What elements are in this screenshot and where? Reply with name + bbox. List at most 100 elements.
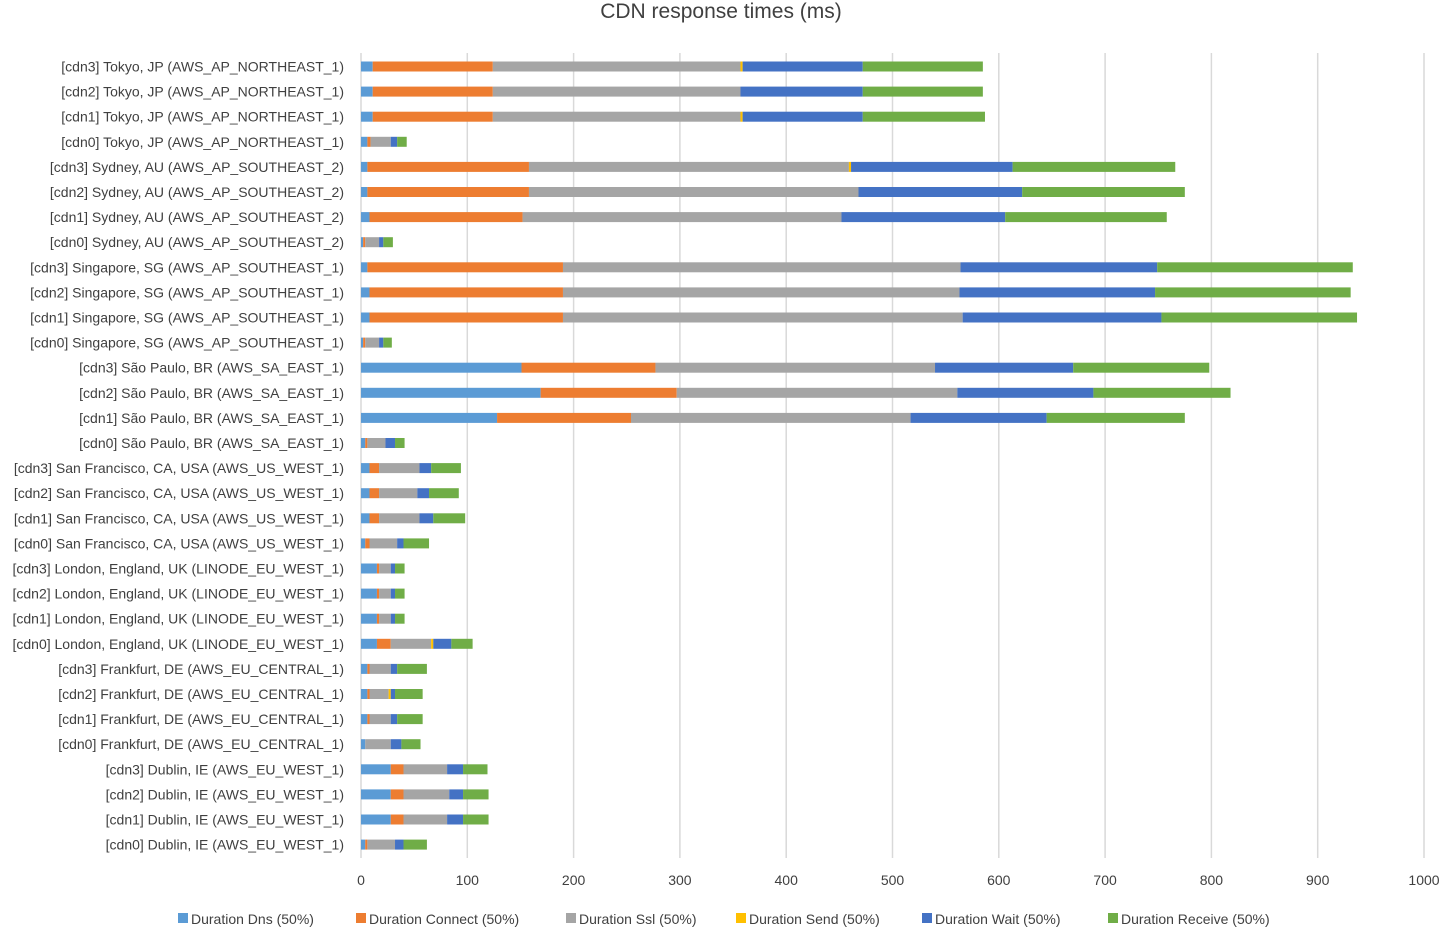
category-label: [cdn3] San Francisco, CA, USA (AWS_US_WE… xyxy=(14,460,344,476)
bar-segment-5 xyxy=(390,588,396,599)
bar-segment-2 xyxy=(390,764,404,775)
bar-segment-1 xyxy=(361,287,370,298)
category-label: [cdn3] London, England, UK (LINODE_EU_WE… xyxy=(12,561,344,577)
bar-segment-6 xyxy=(1073,362,1210,373)
bar-segment-3 xyxy=(562,262,961,273)
bar-segment-6 xyxy=(403,839,427,850)
bar-segment-3 xyxy=(562,312,963,323)
bar-segment-6 xyxy=(395,438,405,448)
bar-segment-3 xyxy=(631,412,911,423)
legend-item[interactable]: Duration Receive (50%) xyxy=(1108,911,1270,927)
bar-segment-4 xyxy=(388,689,391,699)
category-label: [cdn0] Dublin, IE (AWS_EU_WEST_1) xyxy=(106,837,344,853)
bar-segment-2 xyxy=(372,86,493,97)
bar-segment-1 xyxy=(361,312,370,323)
bar-segment-1 xyxy=(361,362,522,373)
bar-segment-6 xyxy=(1005,212,1167,223)
bar-row xyxy=(361,362,1210,373)
legend-item[interactable]: Duration Send (50%) xyxy=(736,911,880,927)
bar-segment-2 xyxy=(367,689,370,699)
bar-segment-6 xyxy=(862,86,983,97)
category-label: [cdn2] San Francisco, CA, USA (AWS_US_WE… xyxy=(14,485,344,501)
category-label: [cdn2] Dublin, IE (AWS_EU_WEST_1) xyxy=(106,786,344,802)
bar-segment-3 xyxy=(492,86,741,97)
bar-segment-3 xyxy=(379,513,420,524)
category-label: [cdn0] São Paulo, BR (AWS_SA_EAST_1) xyxy=(79,435,344,451)
bar-segment-6 xyxy=(433,513,466,524)
bar-segment-2 xyxy=(367,187,529,197)
category-label: [cdn2] Singapore, SG (AWS_AP_SOUTHEAST_1… xyxy=(30,284,344,300)
bar-segment-6 xyxy=(397,714,423,725)
legend-item[interactable]: Duration Wait (50%) xyxy=(922,911,1061,927)
bar-segment-1 xyxy=(361,613,377,624)
x-tick-label: 600 xyxy=(987,872,1011,888)
bars xyxy=(361,61,1358,850)
bar-segment-2 xyxy=(363,237,366,248)
category-label: [cdn2] Sydney, AU (AWS_AP_SOUTHEAST_2) xyxy=(50,184,344,200)
bar-segment-5 xyxy=(841,212,1006,223)
bar-segment-3 xyxy=(676,387,958,398)
bar-row xyxy=(361,638,473,649)
bar-row xyxy=(361,61,983,72)
bar-segment-1 xyxy=(361,538,366,549)
bar-segment-2 xyxy=(369,513,380,524)
bar-segment-3 xyxy=(367,438,386,448)
bar-segment-1 xyxy=(361,814,391,825)
bar-segment-1 xyxy=(361,663,368,674)
category-label: [cdn3] Frankfurt, DE (AWS_EU_CENTRAL_1) xyxy=(58,661,344,677)
bar-segment-1 xyxy=(361,337,364,348)
bar-segment-3 xyxy=(379,488,418,499)
bar-row xyxy=(361,814,489,825)
category-label: [cdn1] London, England, UK (LINODE_EU_WE… xyxy=(12,611,344,627)
bar-segment-6 xyxy=(403,538,430,549)
bar-row xyxy=(361,287,1351,298)
bar-segment-5 xyxy=(419,513,434,524)
bar-segment-6 xyxy=(1155,287,1351,298)
bar-row xyxy=(361,588,405,599)
bar-segment-6 xyxy=(1012,161,1176,172)
legend-item[interactable]: Duration Ssl (50%) xyxy=(566,911,697,927)
x-tick-label: 400 xyxy=(775,872,799,888)
legend-item[interactable]: Duration Connect (50%) xyxy=(356,911,519,927)
bar-row xyxy=(361,488,459,499)
bar-segment-2 xyxy=(369,212,523,223)
bar-segment-6 xyxy=(1157,262,1353,273)
bar-row xyxy=(361,764,488,775)
legend-swatch xyxy=(736,913,746,923)
bar-segment-6 xyxy=(397,136,407,147)
bar-segment-2 xyxy=(367,136,371,147)
bar-segment-6 xyxy=(395,588,405,599)
bar-segment-1 xyxy=(361,488,370,499)
bar-segment-5 xyxy=(851,161,1013,172)
bar-segment-3 xyxy=(522,212,842,223)
bar-segment-3 xyxy=(403,764,448,775)
bar-segment-3 xyxy=(528,187,859,197)
bar-row xyxy=(361,111,985,122)
bar-segment-3 xyxy=(370,136,391,147)
bar-segment-3 xyxy=(492,61,741,72)
bar-row xyxy=(361,312,1358,323)
bar-segment-1 xyxy=(361,136,368,147)
bar-row xyxy=(361,689,423,699)
bar-segment-5 xyxy=(447,764,464,775)
category-label: [cdn2] Tokyo, JP (AWS_AP_NORTHEAST_1) xyxy=(61,84,344,100)
legend-label: Duration Dns (50%) xyxy=(191,911,314,927)
bar-row xyxy=(361,613,405,624)
bar-segment-1 xyxy=(361,111,373,122)
legend-item[interactable]: Duration Dns (50%) xyxy=(178,911,314,927)
bar-segment-5 xyxy=(417,488,430,499)
bar-segment-2 xyxy=(367,714,370,725)
category-label: [cdn1] São Paulo, BR (AWS_SA_EAST_1) xyxy=(79,410,344,426)
bar-segment-1 xyxy=(361,187,368,197)
bar-segment-6 xyxy=(431,463,461,474)
category-label: [cdn3] Sydney, AU (AWS_AP_SOUTHEAST_2) xyxy=(50,159,344,175)
bar-segment-6 xyxy=(383,337,392,348)
bar-segment-3 xyxy=(365,337,380,348)
x-tick-label: 100 xyxy=(456,872,480,888)
bar-segment-2 xyxy=(390,814,404,825)
bar-segment-5 xyxy=(957,387,1094,398)
bar-segment-5 xyxy=(385,438,396,448)
legend-label: Duration Connect (50%) xyxy=(369,911,519,927)
bar-segment-2 xyxy=(367,262,563,273)
